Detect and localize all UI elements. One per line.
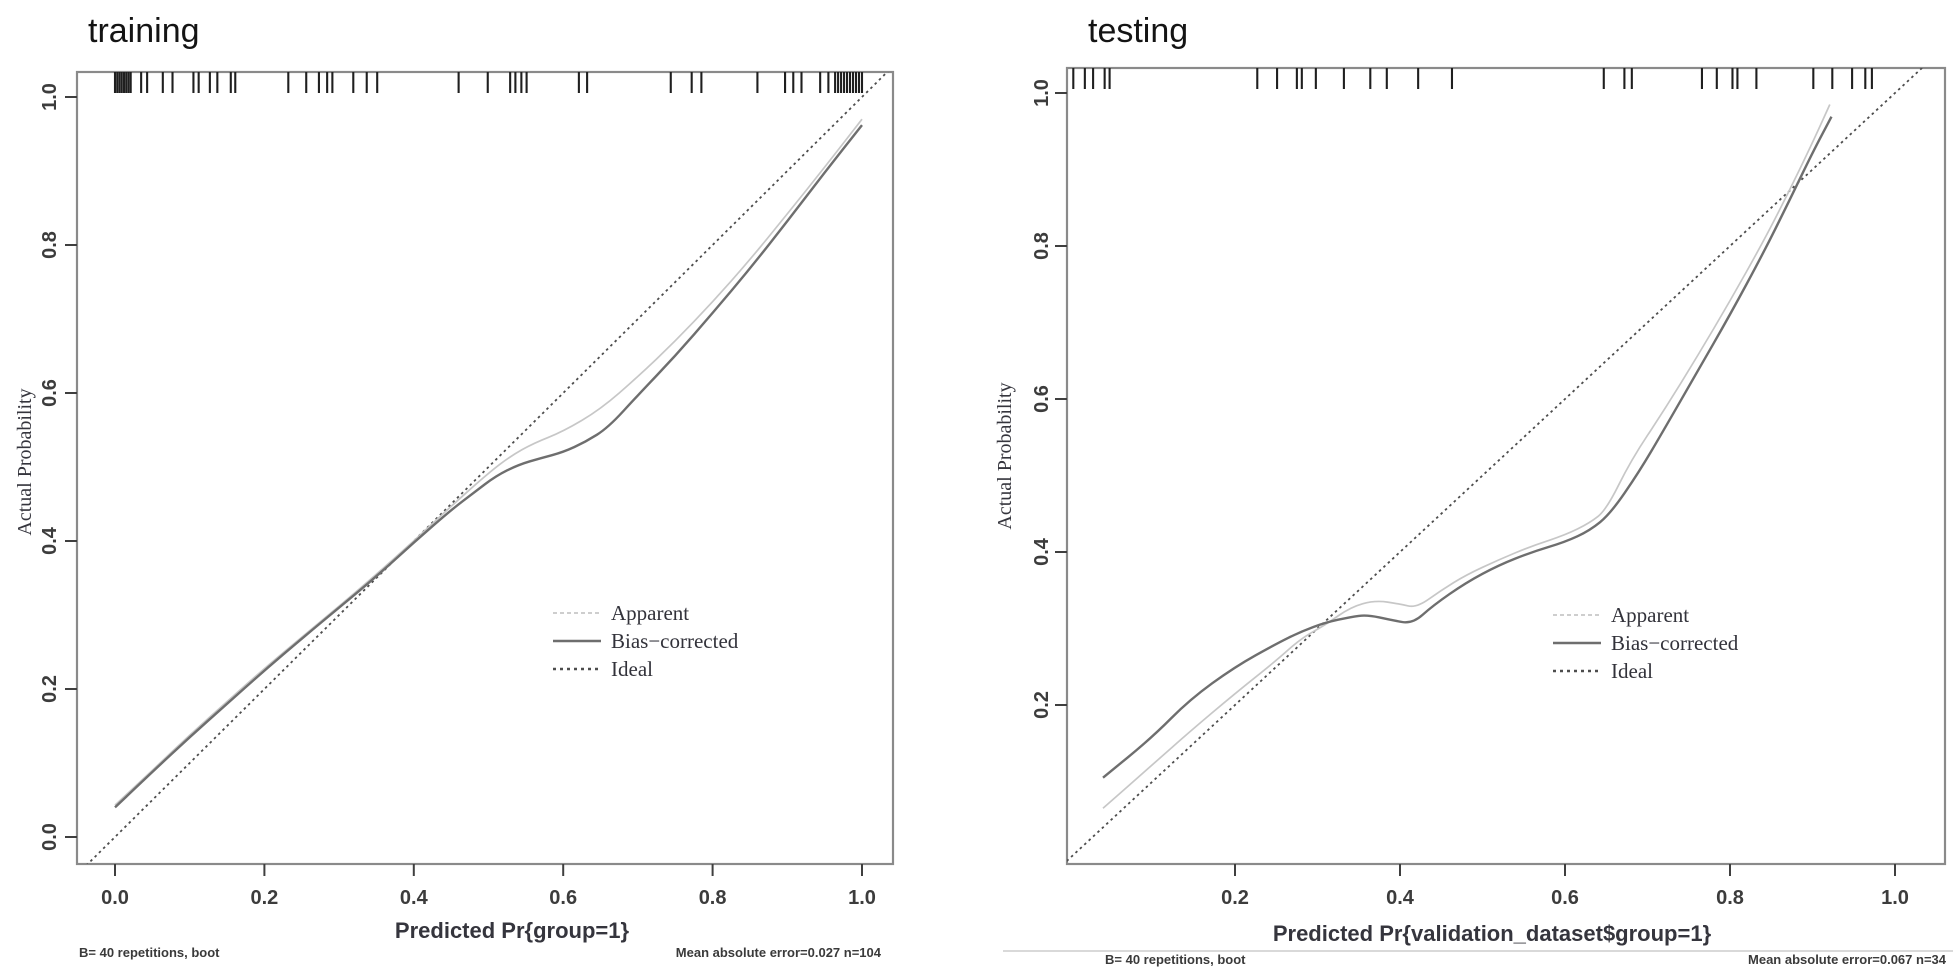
legend-label-bias: Bias−corrected bbox=[611, 629, 739, 653]
legend-label-apparent: Apparent bbox=[611, 601, 689, 625]
plot-box bbox=[75, 70, 895, 866]
series-bias-line bbox=[114, 124, 863, 809]
footnote-left: B= 40 repetitions, boot bbox=[1105, 952, 1246, 967]
panel-testing: 0.2 0.4 0.6 0.8 1.0 0.2 0.4 0.6 0.8 1.0 testing Pre… bbox=[994, 12, 1953, 967]
x-tick-label: 0.4 bbox=[400, 887, 429, 909]
x-tick-label: 0.2 bbox=[250, 887, 278, 909]
series-ideal-line bbox=[86, 72, 889, 864]
x-tick-label: 0.8 bbox=[1716, 887, 1744, 909]
y-tick-label: 0.8 bbox=[39, 231, 61, 259]
series-bias-line bbox=[1102, 116, 1833, 779]
y-axis-label: Actual Probability bbox=[994, 382, 1016, 529]
y-tick-label: 0.4 bbox=[1031, 537, 1053, 566]
legend: Apparent Bias−corrected Ideal bbox=[1553, 603, 1739, 683]
series-apparent-line bbox=[1102, 104, 1831, 809]
x-tick-label: 0.6 bbox=[549, 887, 577, 909]
x-tick-label: 0.0 bbox=[101, 887, 129, 909]
x-axis-label: Predicted Pr{validation_dataset$group=1} bbox=[1273, 921, 1712, 946]
x-tick-label: 0.8 bbox=[699, 887, 727, 909]
y-tick-label: 1.0 bbox=[39, 83, 61, 111]
series-ideal-line bbox=[1067, 68, 1924, 863]
x-tick-label: 1.0 bbox=[1881, 887, 1909, 909]
plot-title: testing bbox=[1088, 12, 1188, 50]
x-tick-label: 0.6 bbox=[1551, 887, 1579, 909]
plot-title: training bbox=[88, 12, 200, 50]
panel-training: 0.0 0.2 0.4 0.6 0.8 1.0 0.0 0.2 0.4 0.6 0.8 1.0 trai… bbox=[14, 12, 895, 960]
legend-label-bias: Bias−corrected bbox=[1611, 631, 1739, 655]
plot-box bbox=[1065, 66, 1947, 866]
series-apparent-line bbox=[114, 118, 863, 806]
y-tick-label: 0.0 bbox=[39, 823, 61, 851]
rug-plot bbox=[1072, 68, 1873, 89]
rug-plot bbox=[113, 72, 864, 93]
y-tick-label: 1.0 bbox=[1031, 79, 1053, 107]
x-axis-label: Predicted Pr{group=1} bbox=[395, 918, 630, 943]
x-tick-label: 0.2 bbox=[1221, 887, 1249, 909]
footnote-right: Mean absolute error=0.067 n=34 bbox=[1748, 952, 1947, 967]
footnote-right: Mean absolute error=0.027 n=104 bbox=[676, 945, 882, 960]
legend-label-apparent: Apparent bbox=[1611, 603, 1689, 627]
y-tick-label: 0.8 bbox=[1031, 232, 1053, 260]
y-tick-label: 0.2 bbox=[1031, 691, 1053, 719]
y-tick-label: 0.6 bbox=[1031, 385, 1053, 413]
y-tick-label: 0.4 bbox=[39, 526, 61, 555]
y-axis-label: Actual Probability bbox=[14, 388, 36, 535]
series-layer bbox=[86, 72, 889, 864]
y-tick-label: 0.6 bbox=[39, 379, 61, 407]
y-tick-label: 0.2 bbox=[39, 675, 61, 703]
legend: Apparent Bias−corrected Ideal bbox=[553, 601, 739, 681]
legend-label-ideal: Ideal bbox=[611, 657, 653, 681]
x-tick-label: 0.4 bbox=[1386, 887, 1415, 909]
series-layer bbox=[1067, 68, 1924, 863]
x-tick-label: 1.0 bbox=[848, 887, 876, 909]
legend-label-ideal: Ideal bbox=[1611, 659, 1653, 683]
footnote-left: B= 40 repetitions, boot bbox=[79, 945, 220, 960]
